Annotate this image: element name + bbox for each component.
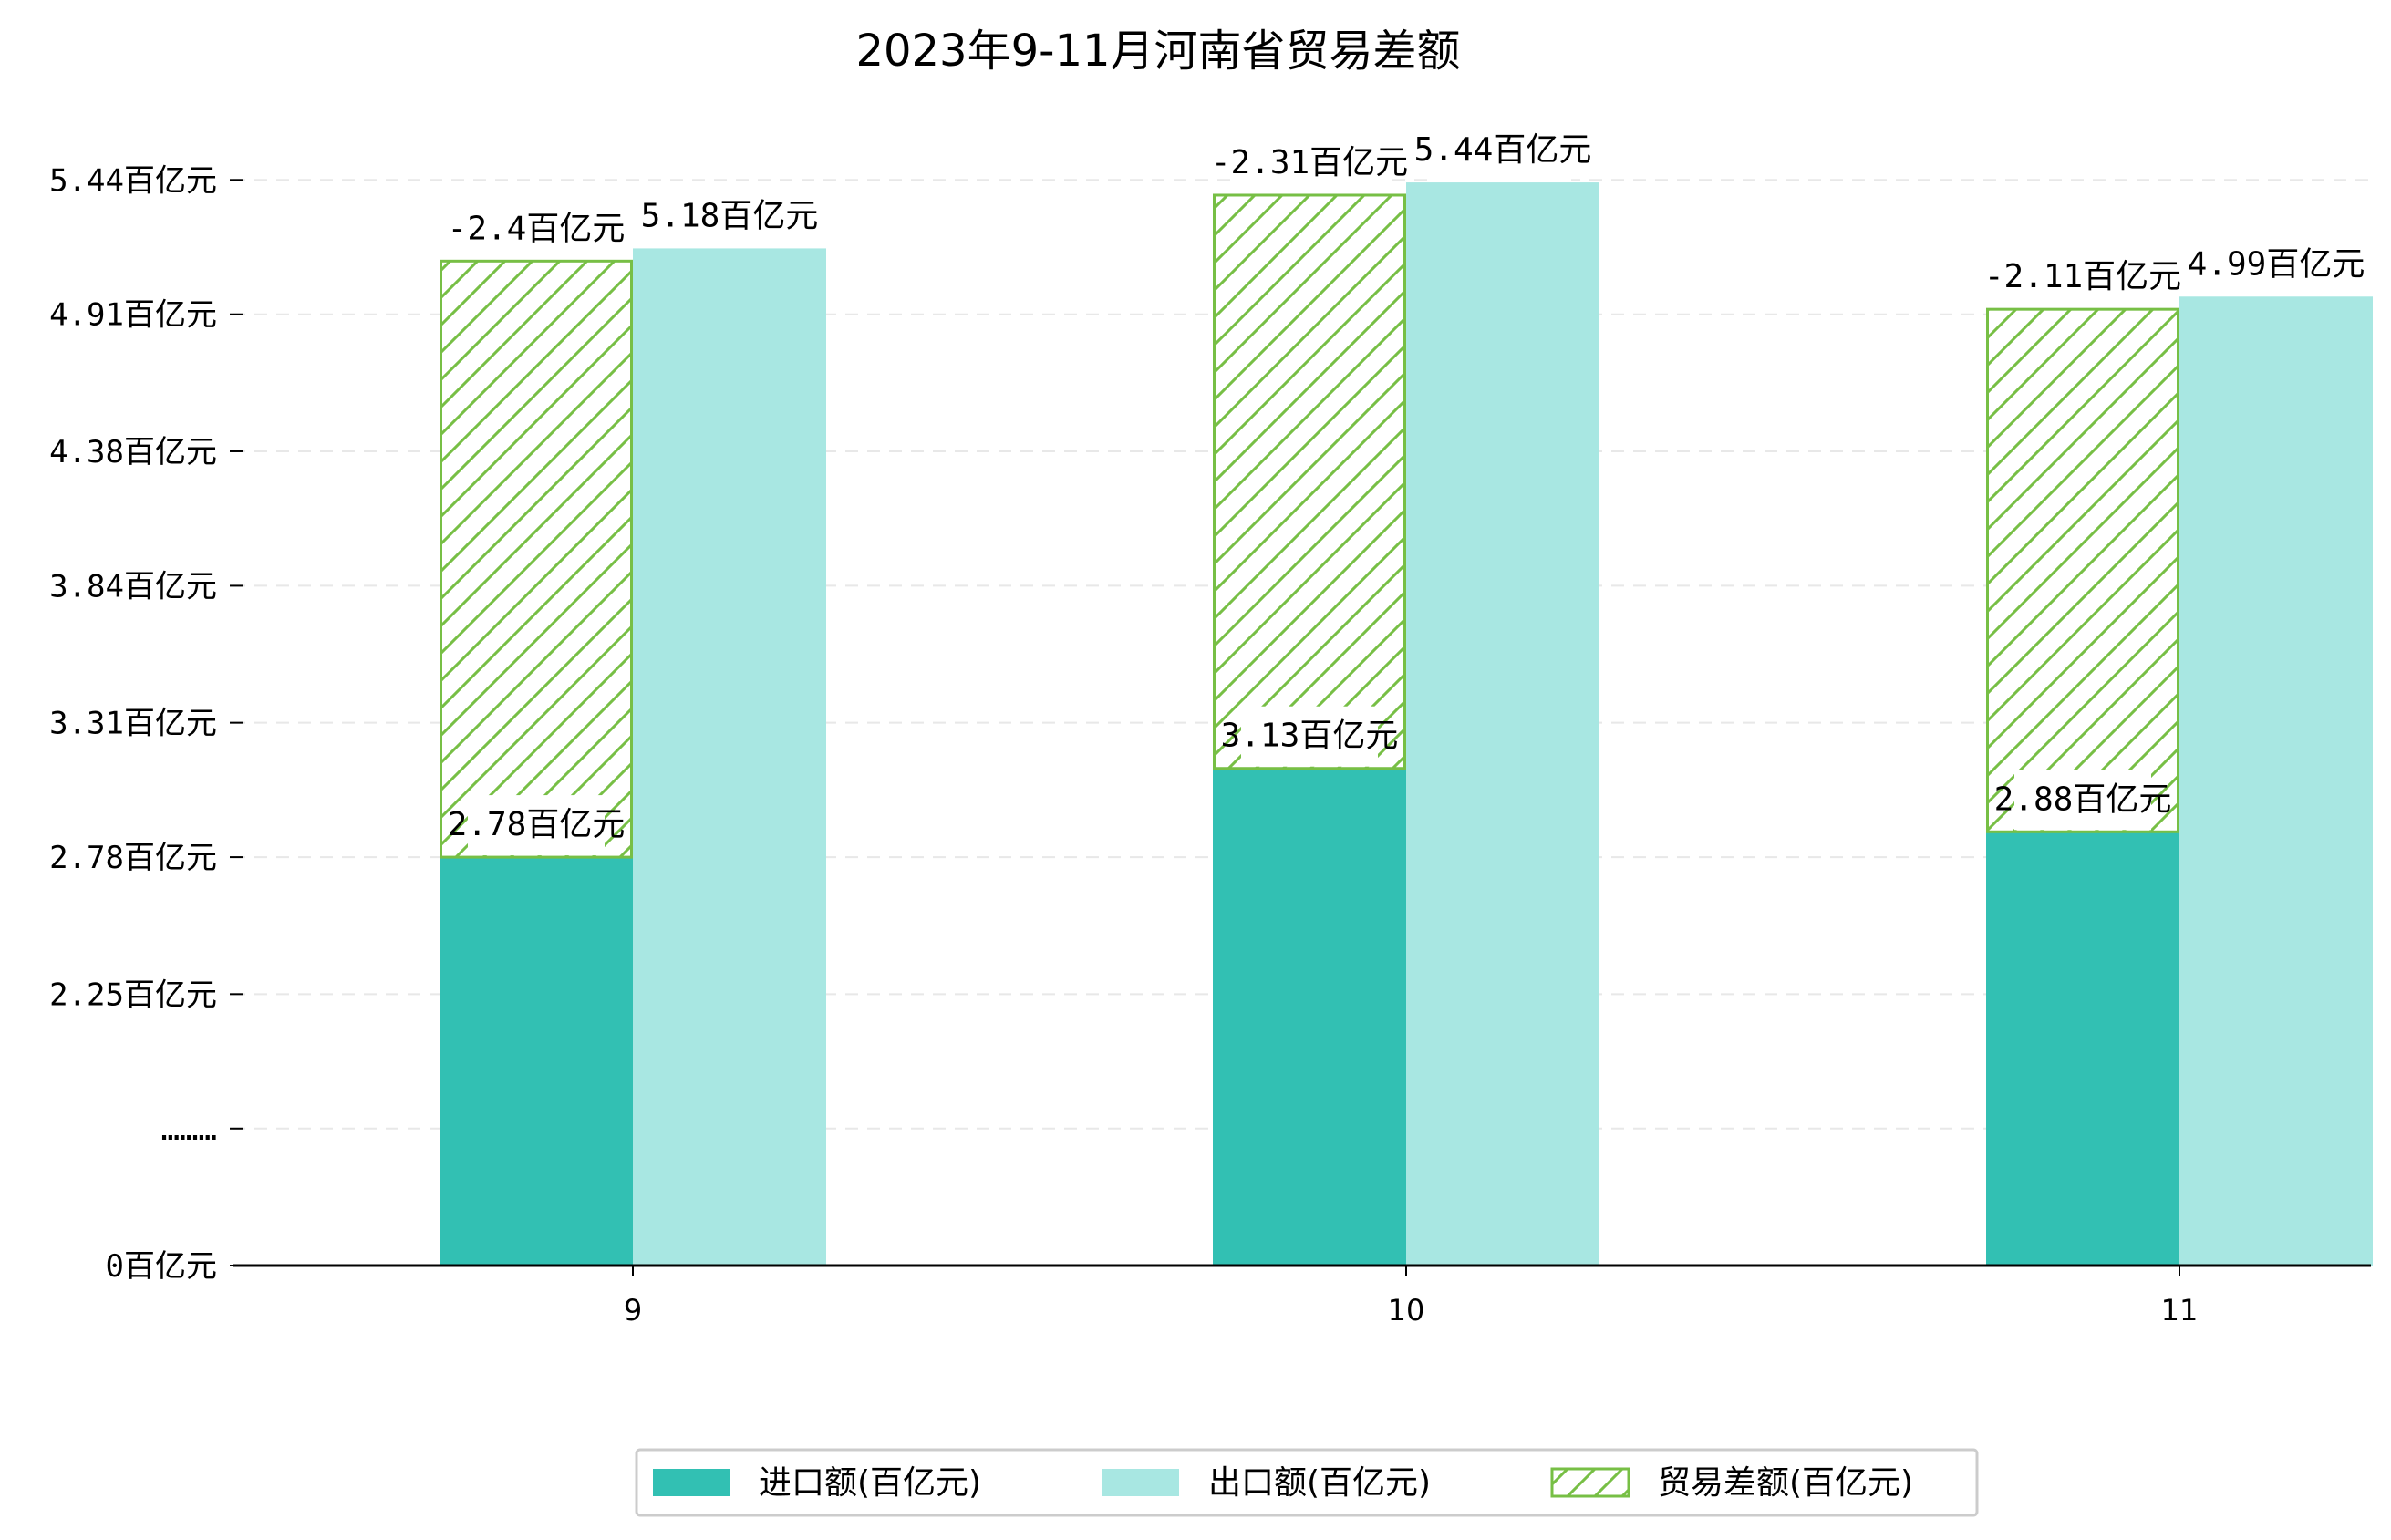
data-labels-layer: 2.78百亿元 5.18百亿元 -2.4百亿元 3.13百亿元 5.44百亿元-2.31… — [448, 120, 2365, 856]
import-value-label-background — [2014, 770, 2151, 831]
export-value-label: 5.44百亿元 — [1414, 131, 1592, 169]
balance-value-label: -2.4百亿元 — [448, 210, 626, 247]
import-value-label-background — [468, 795, 605, 856]
export-bar[interactable] — [1406, 182, 1599, 1266]
import-bar[interactable] — [1213, 768, 1406, 1266]
legend-swatch — [1550, 1467, 1630, 1498]
balance-bar[interactable] — [1213, 193, 1406, 770]
legend-box — [635, 1448, 1979, 1517]
y-tick-label: 4.91百亿元 — [49, 297, 217, 334]
balance-bar[interactable] — [1986, 307, 2179, 833]
export-bar[interactable] — [633, 248, 826, 1266]
bars-layer — [440, 182, 2373, 1266]
legend-swatch — [1102, 1469, 1179, 1496]
balance-value-label-background — [468, 199, 605, 260]
legend-label: 进口额(百亿元) — [759, 1464, 981, 1502]
axes-layer: 0百亿元 ……… 2.25百亿元 2.78百亿元 3.31百亿元 3.84百亿元 4.38百… — [49, 162, 2371, 1328]
balance-bar[interactable] — [440, 259, 633, 859]
balance-value-label: -2.31百亿元 — [1211, 144, 1408, 181]
legend-swatch — [653, 1469, 730, 1496]
x-tick-label: 9 — [624, 1293, 642, 1328]
y-tick-label: 3.84百亿元 — [49, 568, 217, 605]
export-value-label-background — [2208, 234, 2344, 295]
export-value-label: 4.99百亿元 — [2188, 245, 2365, 283]
y-tick-label: 3.31百亿元 — [49, 706, 217, 742]
import-bar[interactable] — [1986, 832, 2179, 1266]
y-tick-label: 0百亿元 — [106, 1248, 217, 1285]
chart-title: 2023年9-11月河南省贸易差额 — [855, 26, 1460, 77]
export-value-label-background — [661, 186, 798, 247]
legend-label: 贸易差额(百亿元) — [1658, 1464, 1913, 1502]
import-value-label: 3.13百亿元 — [1221, 718, 1399, 755]
export-bar[interactable] — [2179, 296, 2373, 1266]
export-value-label: 5.18百亿元 — [641, 197, 819, 234]
y-tick-label: 2.25百亿元 — [49, 977, 217, 1013]
legend: 进口额(百亿元) 出口额(百亿元) 贸易差额(百亿元) — [635, 1448, 1979, 1517]
y-tick-label: 5.44百亿元 — [49, 162, 217, 199]
y-tick-label: 2.78百亿元 — [49, 840, 217, 876]
export-value-label-background — [1434, 120, 1571, 181]
legend-label: 出口额(百亿元) — [1208, 1464, 1431, 1502]
import-value-label: 2.88百亿元 — [1994, 780, 2172, 818]
balance-value-label: -2.11百亿元 — [1984, 258, 2181, 295]
x-tick-label: 10 — [1388, 1293, 1425, 1328]
import-value-label-background — [1241, 706, 1378, 767]
y-tick-label: ……… — [161, 1111, 217, 1148]
balance-value-label-background — [1232, 132, 1387, 193]
y-tick-label: 4.38百亿元 — [49, 434, 217, 470]
import-bar[interactable] — [440, 857, 633, 1266]
x-tick-label: 11 — [2161, 1293, 2199, 1328]
import-value-label: 2.78百亿元 — [448, 806, 626, 843]
balance-value-label-background — [2005, 247, 2160, 308]
